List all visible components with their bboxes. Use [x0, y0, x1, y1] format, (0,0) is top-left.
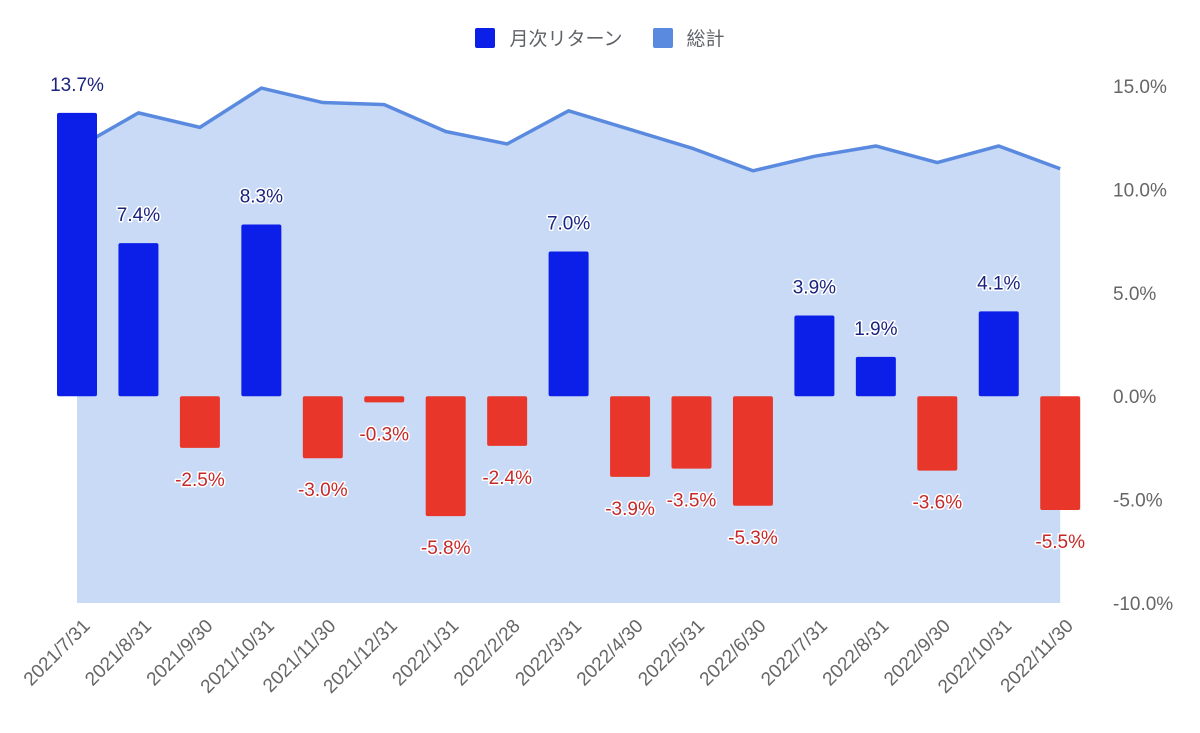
data-label: -5.8% — [421, 538, 471, 559]
data-label: -3.6% — [912, 493, 962, 514]
y-tick-label: 0.0% — [1113, 387, 1156, 408]
x-tick-label: 2022/2/28 — [450, 616, 525, 691]
x-tick-label: 2022/3/31 — [512, 616, 587, 691]
data-label-layer: 13.7% 7.4% -2.5% 8.3% -3.0% -0.3% -5.8% -2.4% 7.… — [49, 73, 1087, 560]
legend-swatch-monthly-return — [475, 27, 496, 48]
bar-monthly-return[interactable] — [978, 311, 1019, 397]
bar-monthly-return[interactable] — [855, 356, 896, 397]
data-label: 1.9% — [854, 319, 897, 340]
data-label: -2.5% — [175, 470, 225, 491]
x-tick-label: 2022/6/30 — [696, 616, 771, 691]
data-label: -3.5% — [667, 491, 717, 512]
x-tick-label: 2022/4/30 — [573, 616, 648, 691]
data-label: -5.5% — [1035, 532, 1085, 553]
bar-monthly-return[interactable] — [179, 396, 220, 448]
data-label: -3.0% — [298, 480, 348, 501]
x-axis: 2021/7/312021/8/312021/9/302021/10/31202… — [20, 616, 1078, 698]
legend-item-monthly-return[interactable]: 月次リターン — [475, 24, 623, 51]
legend-label-total: 総計 — [686, 28, 725, 50]
x-tick-label: 2022/8/31 — [819, 616, 894, 691]
data-label: 4.1% — [977, 273, 1020, 294]
legend-swatch-total — [652, 27, 673, 48]
data-label: -3.9% — [605, 499, 655, 520]
data-label: 8.3% — [240, 187, 283, 208]
y-tick-label: 15.0% — [1113, 77, 1167, 98]
bar-monthly-return[interactable] — [57, 112, 97, 397]
data-label: -2.4% — [482, 468, 532, 489]
bar-monthly-return[interactable] — [610, 396, 651, 477]
x-tick-label: 2022/1/31 — [389, 616, 464, 691]
data-label: 7.0% — [547, 213, 590, 234]
bar-monthly-return[interactable] — [671, 396, 712, 469]
y-tick-label: -10.0% — [1113, 594, 1173, 615]
bar-monthly-return[interactable] — [118, 243, 159, 397]
bar-monthly-return[interactable] — [732, 396, 773, 506]
legend-item-total[interactable]: 総計 — [652, 24, 725, 51]
legend: 月次リターン 総計 — [0, 24, 1200, 51]
bar-monthly-return[interactable] — [425, 396, 466, 517]
data-label: -5.3% — [728, 528, 778, 549]
data-label: -0.3% — [359, 424, 409, 445]
x-tick-label: 2022/5/31 — [634, 616, 709, 691]
legend-label-monthly-return: 月次リターン — [509, 28, 623, 50]
x-tick-label: 2022/7/31 — [757, 616, 832, 691]
bar-monthly-return[interactable] — [1040, 396, 1081, 510]
y-tick-label: 10.0% — [1113, 180, 1167, 201]
data-label: 13.7% — [50, 75, 104, 96]
x-tick-label: 2021/7/31 — [20, 616, 95, 691]
data-label: 3.9% — [793, 278, 836, 299]
bar-monthly-return[interactable] — [364, 396, 405, 403]
bar-monthly-return[interactable] — [548, 251, 589, 397]
x-tick-label: 2021/8/31 — [81, 616, 156, 691]
y-tick-label: 5.0% — [1113, 284, 1156, 305]
bar-monthly-return[interactable] — [241, 224, 282, 397]
bar-series-layer — [57, 112, 1081, 517]
y-axis: 15.0% 10.0% 5.0% 0.0% -5.0% -10.0% — [1113, 77, 1173, 615]
data-label: 7.4% — [117, 205, 160, 226]
bar-monthly-return[interactable] — [302, 396, 343, 459]
bar-monthly-return[interactable] — [794, 315, 835, 397]
bar-monthly-return[interactable] — [917, 396, 958, 471]
y-tick-label: -5.0% — [1113, 491, 1163, 512]
bar-monthly-return[interactable] — [487, 396, 528, 446]
